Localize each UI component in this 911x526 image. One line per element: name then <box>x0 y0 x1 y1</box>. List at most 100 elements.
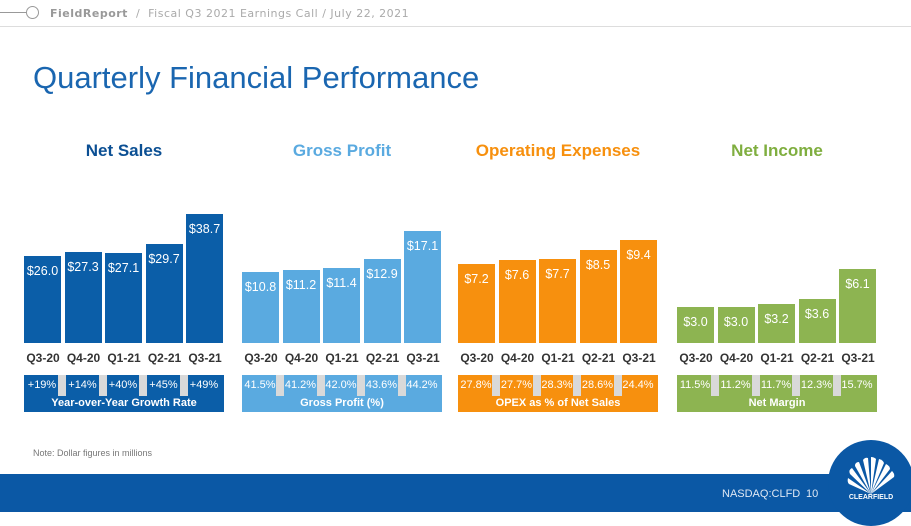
x-tick-label: Q1-21 <box>107 351 141 365</box>
bar-value-label: $26.0 <box>26 264 59 279</box>
stat-separator <box>58 375 66 396</box>
x-tick-label: Q1-21 <box>760 351 794 365</box>
header-circle-icon <box>26 6 39 19</box>
bar: $11.2 <box>282 269 320 343</box>
x-tick-label: Q3-20 <box>244 351 278 365</box>
stat-value: 11.5% <box>679 379 711 391</box>
bar-chart: $3.0 $3.0 $3.2 $3.6 $6.1 <box>677 195 877 343</box>
bar-value-label: $7.6 <box>504 267 530 282</box>
x-tick-label: Q4-20 <box>500 351 535 365</box>
stat-caption: Gross Profit (%) <box>300 397 384 409</box>
bar-value-label: $9.4 <box>626 248 651 262</box>
bar-value-label: $29.7 <box>148 252 180 266</box>
stat-value: 27.8% <box>460 379 492 391</box>
x-tick-label: Q3-20 <box>679 351 713 365</box>
stat-caption: Year-over-Year Growth Rate <box>51 397 197 409</box>
stat-value: 11.7% <box>760 379 792 391</box>
bar: $7.2 <box>458 264 495 343</box>
stat-value: +14% <box>68 379 97 391</box>
bar: $27.1 <box>105 252 142 343</box>
bar-value-label: $11.4 <box>326 276 357 291</box>
logo-text: CLEARFIELD <box>848 494 894 501</box>
x-axis: Q3-20 Q4-20 Q1-21 Q2-21 Q3-21 <box>458 351 658 367</box>
bar-value-label: $38.7 <box>188 222 221 236</box>
stat-separator <box>276 375 284 396</box>
clearfield-shell-logo-icon <box>847 457 895 494</box>
x-tick-label: Q1-21 <box>541 351 575 365</box>
footnote: Note: Dollar figures in millions <box>33 448 153 458</box>
page-title: Quarterly Financial Performance <box>33 60 480 95</box>
stat-value: 12.3% <box>800 379 833 391</box>
bar-chart: $10.8 $11.2 $11.4 $12.9 $17.1 <box>242 195 442 343</box>
x-axis: Q3-20 Q4-20 Q1-21 Q2-21 Q3-21 <box>677 351 877 367</box>
bar-value-label: $3.0 <box>723 314 749 329</box>
bar-chart: $7.2 $7.6 $7.7 $8.5 $9.4 <box>458 195 658 343</box>
x-tick-label: Q3-21 <box>188 351 222 365</box>
x-tick-label: Q4-20 <box>719 351 754 365</box>
bar-value-label: $3.0 <box>683 314 708 329</box>
x-tick-label: Q3-21 <box>622 351 656 365</box>
bar-value-label: $10.8 <box>244 280 277 295</box>
x-tick-label: Q4-20 <box>284 351 319 365</box>
stat-value: +40% <box>108 379 138 391</box>
stat-value: 28.3% <box>541 379 573 391</box>
stat-value: 43.6% <box>365 379 398 391</box>
x-tick-label: Q2-21 <box>365 351 400 365</box>
stat-separator <box>139 375 147 396</box>
header-bar: FieldReport / Fiscal Q3 2021 Earnings Ca… <box>0 0 911 27</box>
stat-value: +45% <box>149 379 178 391</box>
stat-separator <box>751 375 760 396</box>
bar: $7.7 <box>539 258 576 343</box>
bar-value-label: $6.1 <box>845 277 870 291</box>
stat-value: 41.5% <box>244 379 276 391</box>
stat-value: 24.4% <box>622 379 654 391</box>
x-axis: Q3-20 Q4-20 Q1-21 Q2-21 Q3-21 <box>24 351 224 367</box>
bar-value-label: $27.1 <box>107 260 140 275</box>
bar: $11.4 <box>323 268 360 343</box>
stat-value: 41.2% <box>284 379 317 391</box>
stat-value: 44.2% <box>406 379 438 391</box>
footer-bar <box>0 474 911 512</box>
stat-box: +19% +14% +40% +45% +49% Year-over-Year Growt… <box>24 375 224 412</box>
stat-box: 41.5% 41.2% 42.0% 43.6% 44.2% Gross Profit (%… <box>242 375 442 412</box>
bar-value-label: $17.1 <box>406 239 439 253</box>
breadcrumb: FieldReport / Fiscal Q3 2021 Earnings Ca… <box>50 7 409 20</box>
x-tick-label: Q2-21 <box>147 351 182 365</box>
x-tick-label: Q3-20 <box>460 351 494 365</box>
bar-value-label: $12.9 <box>366 266 398 281</box>
brand-label: FieldReport <box>50 7 128 20</box>
x-tick-label: Q1-21 <box>325 351 359 365</box>
x-tick-label: Q3-20 <box>26 351 60 365</box>
bar: $12.9 <box>363 258 401 343</box>
bar: $26.0 <box>24 256 61 343</box>
page-number: 10 <box>806 488 819 500</box>
stat-box: 27.8% 27.7% 28.3% 28.6% 24.4% OPEX as % of Ne… <box>458 375 658 412</box>
bar-value-label: $3.2 <box>764 312 789 327</box>
x-tick-label: Q3-21 <box>841 351 875 365</box>
bar: $3.0 <box>677 306 714 343</box>
chart-title: Net Income <box>731 141 823 160</box>
stat-value: +49% <box>189 379 219 391</box>
stat-separator <box>573 375 581 396</box>
x-tick-label: Q2-21 <box>800 351 835 365</box>
bar-value-label: $27.3 <box>67 260 99 274</box>
chart-panel-operating-expenses: Operating Expenses $7.2 $7.6 $7.7 $8.5 $9.4 Q3… <box>458 135 658 415</box>
chart-panel-net-sales: Net Sales $26.0 $27.3 $27.1 $29.7 $38.7 Q3-20 Q… <box>24 135 224 415</box>
stat-separator <box>98 375 107 396</box>
bar: $3.0 <box>717 306 755 343</box>
chart-title: Net Sales <box>85 141 163 160</box>
bar: $38.7 <box>186 214 223 343</box>
bar: $6.1 <box>839 269 876 343</box>
ticker-label: NASDAQ:CLFD <box>722 488 801 500</box>
chart-panel-gross-profit: Gross Profit $10.8 $11.2 $11.4 $12.9 $17.1 Q3-… <box>242 135 442 415</box>
bar: $17.1 <box>404 231 441 343</box>
chart-title: Gross Profit <box>292 141 392 160</box>
bar: $7.6 <box>498 259 536 343</box>
stat-separator <box>357 375 365 396</box>
bar: $3.2 <box>758 304 795 343</box>
bar: $10.8 <box>242 272 279 343</box>
stat-caption: OPEX as % of Net Sales <box>495 397 621 409</box>
stat-separator <box>316 375 325 396</box>
breadcrumb-subtitle: Fiscal Q3 2021 Earnings Call / July 22, … <box>148 7 410 20</box>
x-tick-label: Q2-21 <box>581 351 616 365</box>
